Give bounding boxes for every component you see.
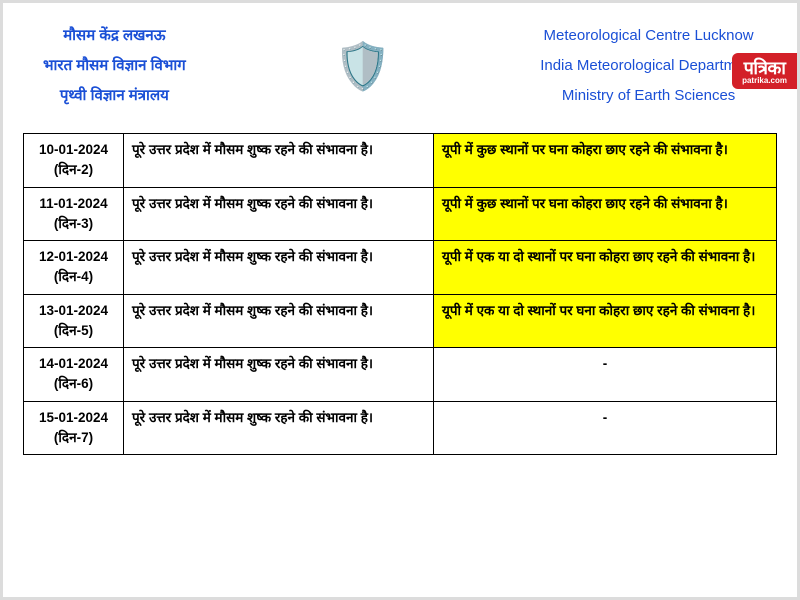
watermark-badge: पत्रिका patrika.com — [732, 53, 797, 89]
forecast-cell-1: पूरे उत्तर प्रदेश में मौसम शुष्क रहने की… — [124, 241, 434, 295]
date-text: 15-01-2024 — [32, 408, 115, 428]
forecast-cell-1: पूरे उत्तर प्रदेश में मौसम शुष्क रहने की… — [124, 187, 434, 241]
forecast-cell-1: पूरे उत्तर प्रदेश में मौसम शुष्क रहने की… — [124, 401, 434, 455]
forecast-cell-2: - — [434, 348, 777, 402]
header-right-line: India Meteorological Department — [540, 51, 757, 81]
forecast-cell-2: - — [434, 401, 777, 455]
day-text: (दिन-2) — [32, 160, 115, 180]
date-text: 13-01-2024 — [32, 301, 115, 321]
watermark-top: पत्रिका — [742, 59, 787, 77]
date-cell: 14-01-2024(दिन-6) — [24, 348, 124, 402]
emblem-icon: 🛡️ — [328, 31, 398, 101]
date-cell: 13-01-2024(दिन-5) — [24, 294, 124, 348]
table-row: 12-01-2024(दिन-4)पूरे उत्तर प्रदेश में म… — [24, 241, 777, 295]
forecast-cell-1: पूरे उत्तर प्रदेश में मौसम शुष्क रहने की… — [124, 348, 434, 402]
header-left-block: मौसम केंद्र लखनऊ भारत मौसम विज्ञान विभाग… — [43, 21, 186, 111]
header-right-line: Ministry of Earth Sciences — [540, 81, 757, 111]
date-cell: 15-01-2024(दिन-7) — [24, 401, 124, 455]
day-text: (दिन-7) — [32, 428, 115, 448]
date-text: 12-01-2024 — [32, 247, 115, 267]
day-text: (दिन-5) — [32, 321, 115, 341]
table-row: 13-01-2024(दिन-5)पूरे उत्तर प्रदेश में म… — [24, 294, 777, 348]
date-text: 14-01-2024 — [32, 354, 115, 374]
day-text: (दिन-4) — [32, 267, 115, 287]
forecast-cell-2: यूपी में एक या दो स्थानों पर घना कोहरा छ… — [434, 241, 777, 295]
day-text: (दिन-6) — [32, 374, 115, 394]
table-row: 14-01-2024(दिन-6)पूरे उत्तर प्रदेश में म… — [24, 348, 777, 402]
header-left-line: मौसम केंद्र लखनऊ — [43, 21, 186, 51]
header-right-line: Meteorological Centre Lucknow — [540, 21, 757, 51]
forecast-cell-1: पूरे उत्तर प्रदेश में मौसम शुष्क रहने की… — [124, 134, 434, 188]
table-row: 15-01-2024(दिन-7)पूरे उत्तर प्रदेश में म… — [24, 401, 777, 455]
forecast-cell-2: यूपी में कुछ स्थानों पर घना कोहरा छाए रह… — [434, 187, 777, 241]
day-text: (दिन-3) — [32, 214, 115, 234]
table-row: 11-01-2024(दिन-3)पूरे उत्तर प्रदेश में म… — [24, 187, 777, 241]
forecast-cell-2: यूपी में एक या दो स्थानों पर घना कोहरा छ… — [434, 294, 777, 348]
forecast-cell-1: पूरे उत्तर प्रदेश में मौसम शुष्क रहने की… — [124, 294, 434, 348]
date-cell: 11-01-2024(दिन-3) — [24, 187, 124, 241]
header-left-line: भारत मौसम विज्ञान विभाग — [43, 51, 186, 81]
date-cell: 12-01-2024(दिन-4) — [24, 241, 124, 295]
forecast-cell-2: यूपी में कुछ स्थानों पर घना कोहरा छाए रह… — [434, 134, 777, 188]
table-row: 10-01-2024(दिन-2)पूरे उत्तर प्रदेश में म… — [24, 134, 777, 188]
header-right-block: Meteorological Centre Lucknow India Mete… — [540, 21, 757, 111]
header-left-line: पृथ्वी विज्ञान मंत्रालय — [43, 81, 186, 111]
date-text: 11-01-2024 — [32, 194, 115, 214]
date-cell: 10-01-2024(दिन-2) — [24, 134, 124, 188]
watermark-bottom: patrika.com — [742, 77, 787, 85]
header: मौसम केंद्र लखनऊ भारत मौसम विज्ञान विभाग… — [3, 3, 797, 133]
forecast-table: 10-01-2024(दिन-2)पूरे उत्तर प्रदेश में म… — [23, 133, 777, 455]
date-text: 10-01-2024 — [32, 140, 115, 160]
forecast-table-wrap: 10-01-2024(दिन-2)पूरे उत्तर प्रदेश में म… — [3, 133, 797, 455]
